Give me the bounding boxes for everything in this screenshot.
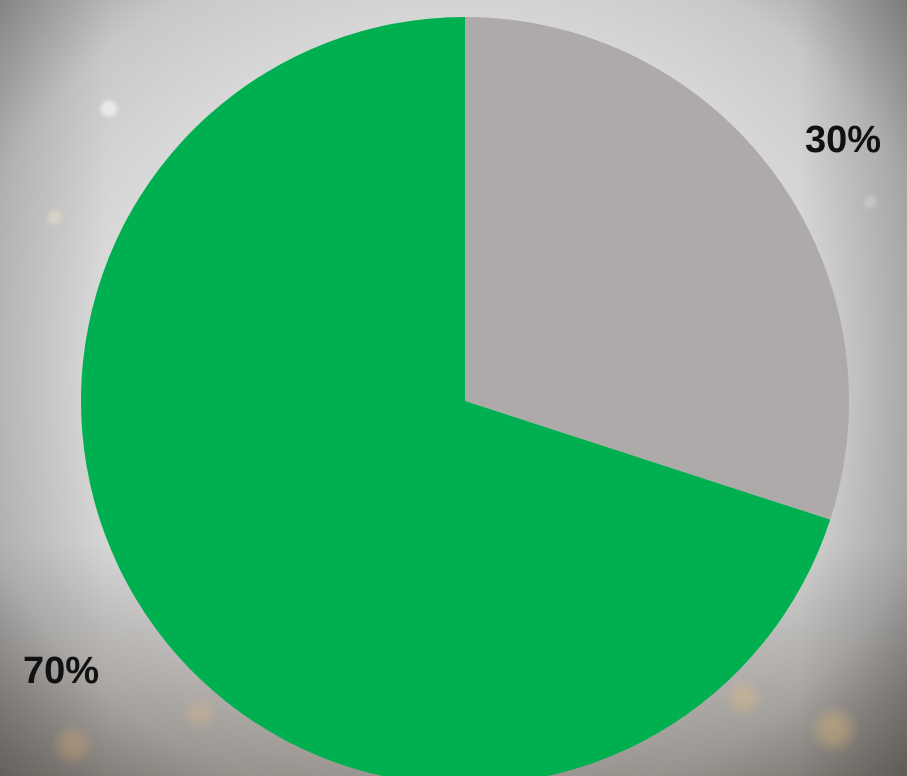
pie-slices (81, 17, 850, 776)
pie-slice-70 (81, 17, 831, 776)
pie-slice-30 (465, 17, 850, 520)
data-label-30: 30% (805, 119, 881, 161)
data-label-70: 70% (23, 650, 99, 692)
